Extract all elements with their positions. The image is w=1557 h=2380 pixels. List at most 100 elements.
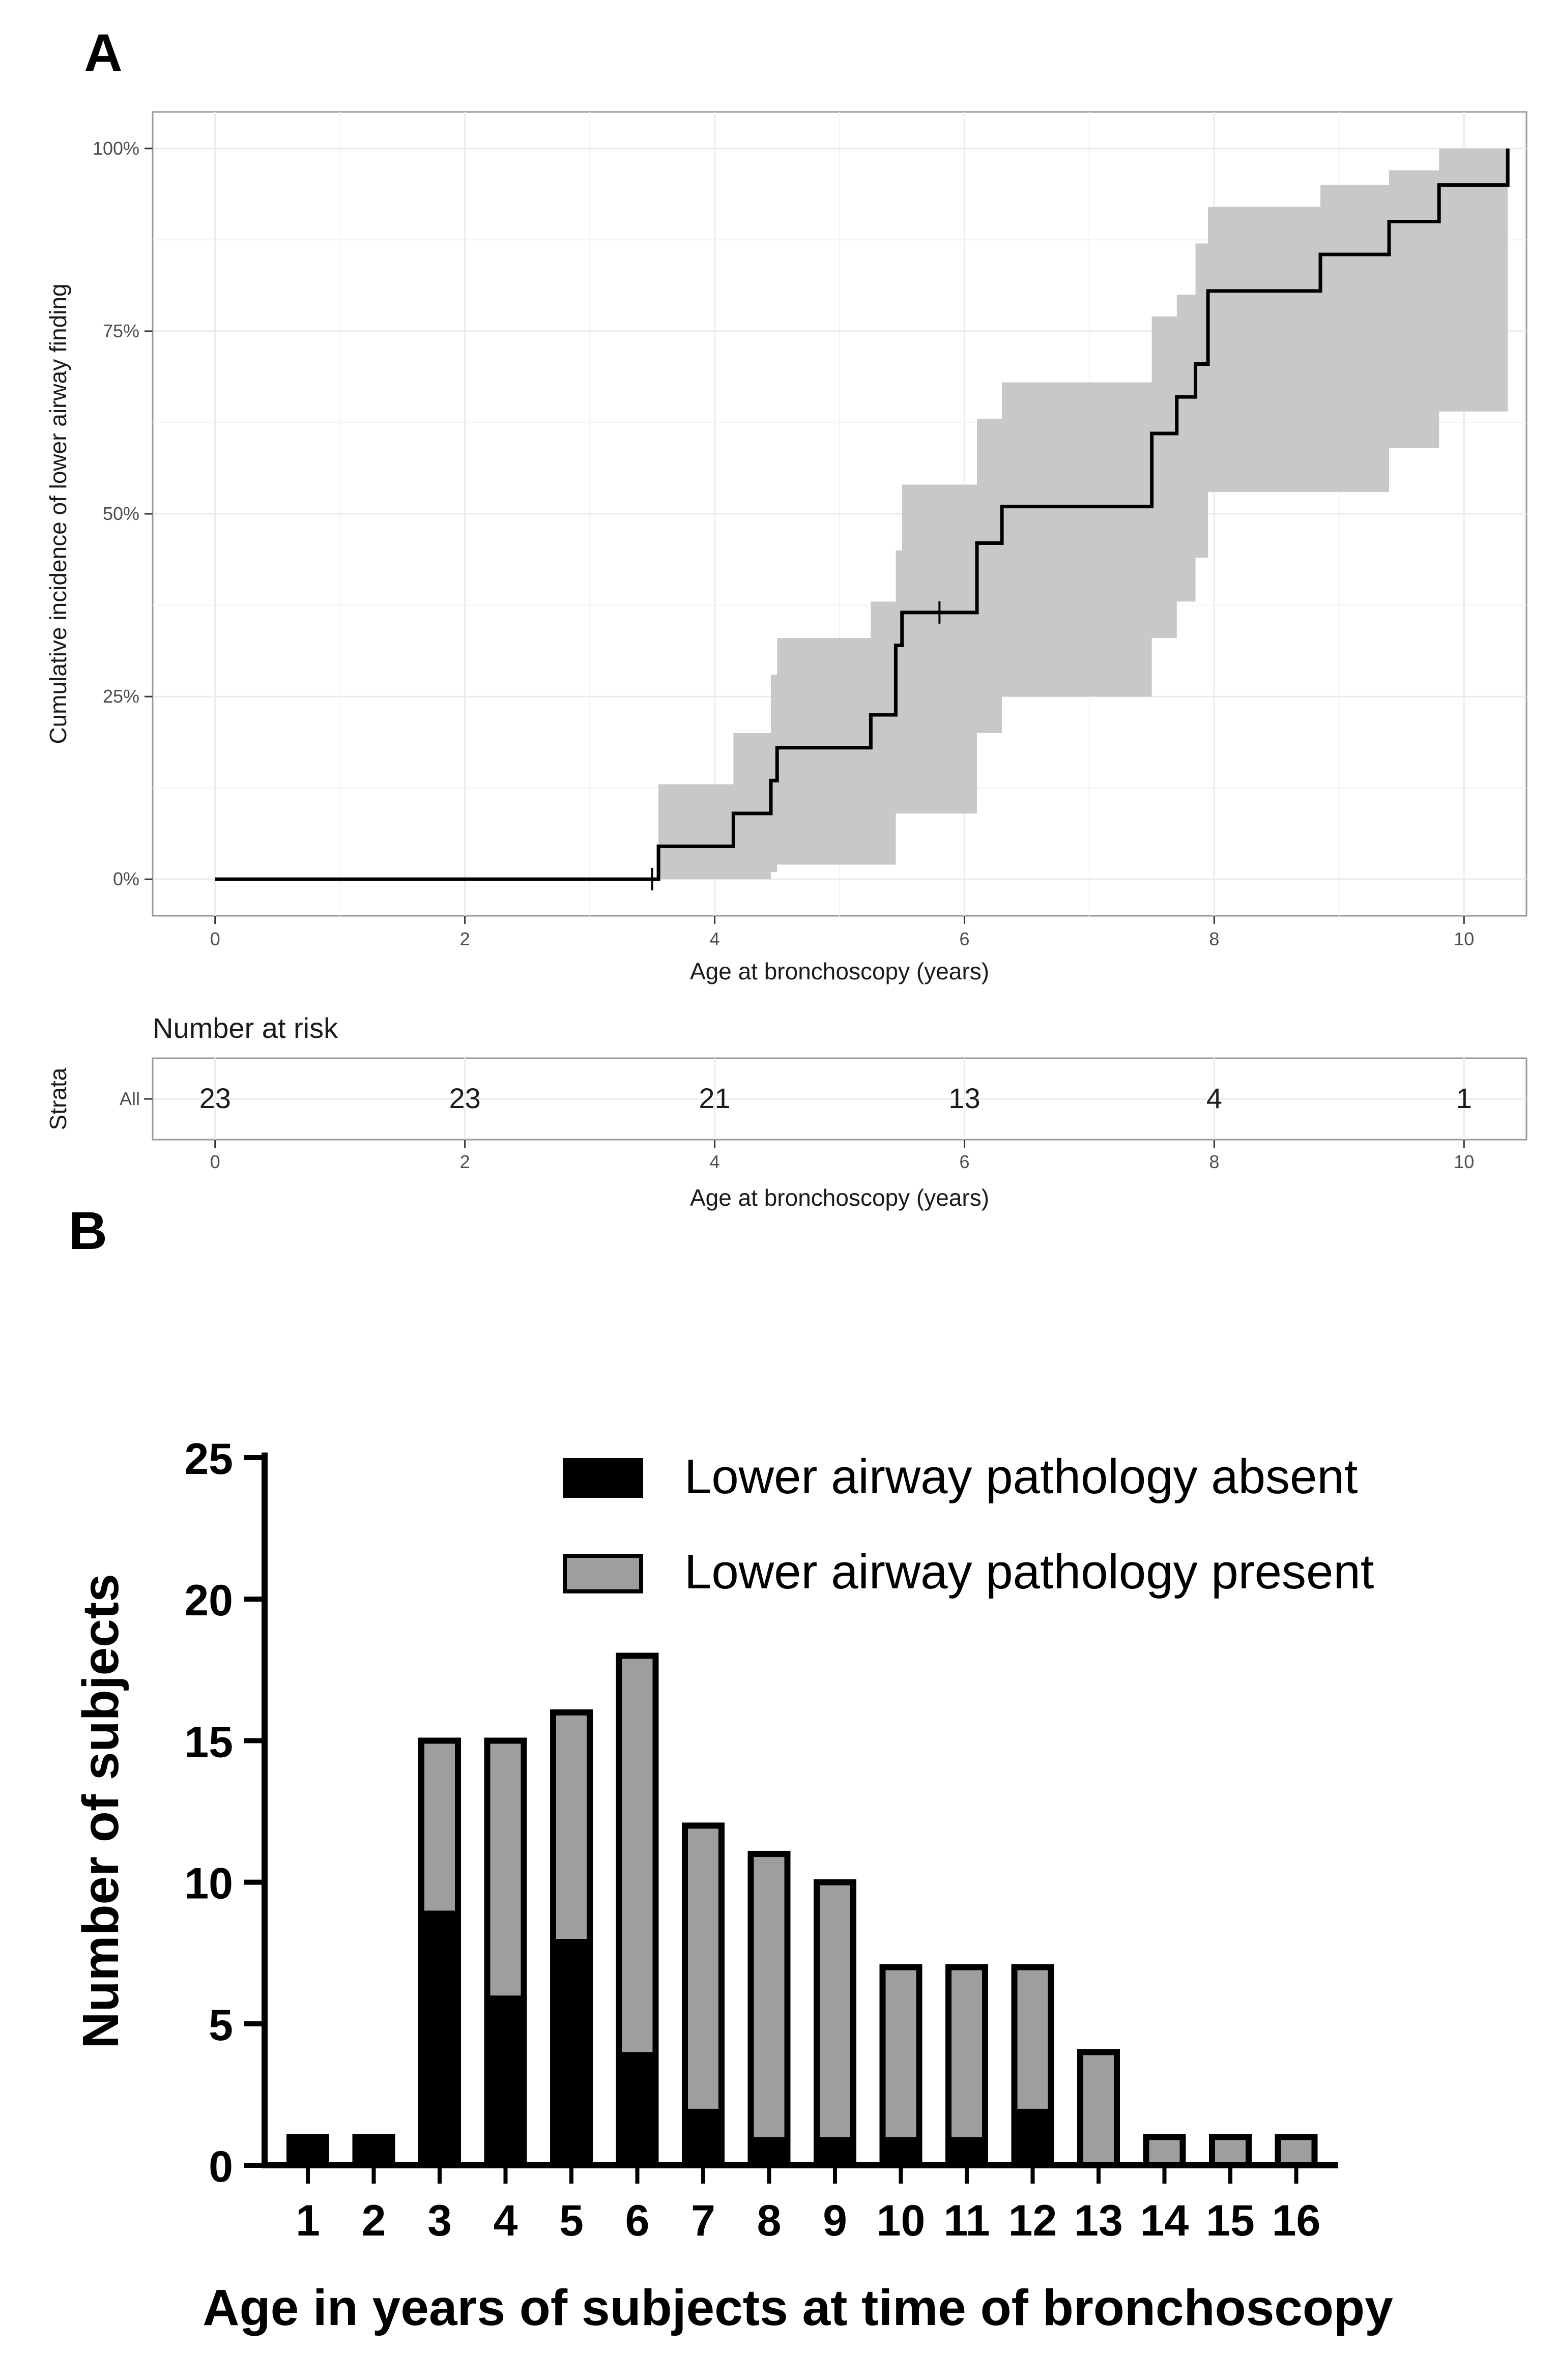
bar-absent — [355, 2137, 392, 2165]
km-censor-marks — [651, 601, 941, 891]
bar-present — [487, 1740, 524, 1996]
bar-x-tick-label: 12 — [1008, 2196, 1057, 2245]
bar-absent — [487, 1995, 524, 2165]
bar-x-tick-label: 7 — [691, 2196, 715, 2245]
bar-absent — [290, 2137, 326, 2165]
bar-x-tick-label: 16 — [1272, 2196, 1321, 2245]
legend-label-absent: Lower airway pathology absent — [684, 1449, 1358, 1504]
risk-value: 1 — [1456, 1082, 1472, 1114]
km-x-tick-label: 2 — [460, 928, 470, 949]
panel-a-label: A — [84, 23, 123, 83]
bar-present — [685, 1825, 722, 2109]
bar-present — [553, 1712, 590, 1939]
risk-x-tick-label: 0 — [210, 1151, 220, 1172]
bar-y-ticks: 0 5 10 15 20 25 — [184, 1435, 265, 2191]
km-step-line — [215, 148, 1510, 881]
bar-x-tick-label: 3 — [427, 2196, 452, 2245]
km-x-tick-label: 6 — [959, 928, 969, 949]
bar-x-ticks: 1 2 3 4 5 6 7 8 9 10 11 12 13 14 15 16 — [296, 2165, 1320, 2245]
km-y-tick-label: 0% — [113, 868, 139, 889]
risk-value: 21 — [699, 1082, 730, 1114]
bar-present — [1146, 2137, 1183, 2165]
risk-table-gridlines — [153, 1058, 1526, 1140]
bar-present — [1080, 2052, 1117, 2165]
bar-present — [421, 1740, 458, 1911]
bar-x-tick-label: 13 — [1074, 2196, 1123, 2245]
bar-y-tick-label: 15 — [184, 1718, 233, 1766]
bar-present — [882, 1967, 919, 2137]
panel-b-label: B — [69, 1201, 107, 1261]
legend-swatch-present — [563, 1554, 643, 1593]
bar-present — [817, 1882, 853, 2137]
bar-absent — [619, 2052, 656, 2165]
km-y-tick-label: 25% — [103, 686, 139, 707]
km-y-axis-label: Cumulative incidence of lower airway fin… — [45, 283, 71, 744]
risk-table-x-axis-label: Age at bronchoscopy (years) — [690, 1184, 989, 1211]
bar-present — [948, 1967, 985, 2137]
bar-absent — [817, 2137, 853, 2165]
km-x-tick-label: 4 — [710, 928, 720, 949]
km-plot: 0% 25% 50% 75% 100% 0 2 4 6 8 10 — [93, 111, 1527, 949]
km-y-ticks: 0% 25% 50% 75% 100% — [93, 138, 153, 889]
risk-value: 13 — [948, 1082, 980, 1114]
bar-legend: Lower airway pathology absent Lower airw… — [563, 1449, 1374, 1599]
bar-x-tick-label: 2 — [362, 2196, 386, 2245]
legend-label-present: Lower airway pathology present — [684, 1545, 1374, 1599]
bar-absent — [948, 2137, 985, 2165]
legend-swatch-absent — [563, 1458, 643, 1498]
km-y-tick-label: 50% — [103, 503, 139, 524]
risk-table-row-label: All — [120, 1088, 140, 1109]
bar-present — [1014, 1967, 1051, 2109]
km-x-tick-label: 0 — [210, 928, 220, 949]
bar-absent — [421, 1910, 458, 2165]
bar-x-tick-label: 4 — [494, 2196, 518, 2245]
risk-table-values: 23 23 21 13 4 1 — [199, 1082, 1472, 1114]
bar-x-tick-label: 10 — [877, 2196, 926, 2245]
km-series-line — [215, 148, 1510, 881]
km-x-ticks: 0 2 4 6 8 10 — [210, 916, 1474, 949]
bar-y-tick-label: 0 — [209, 2142, 233, 2191]
risk-table-x-ticks: 0 2 4 6 8 10 — [210, 1140, 1474, 1172]
bar-absent — [751, 2137, 788, 2165]
bar-x-tick-label: 9 — [823, 2196, 847, 2245]
risk-x-tick-label: 6 — [959, 1151, 969, 1172]
km-x-axis-label: Age at bronchoscopy (years) — [690, 958, 989, 984]
km-y-tick-label: 75% — [103, 321, 139, 341]
bar-absent — [685, 2108, 722, 2165]
bar-y-tick-label: 25 — [184, 1435, 233, 1484]
bar-present — [1278, 2137, 1315, 2165]
bar-x-tick-label: 1 — [296, 2196, 320, 2245]
bar-x-tick-label: 11 — [944, 2196, 990, 2245]
bar-x-tick-label: 14 — [1140, 2196, 1189, 2245]
risk-x-tick-label: 2 — [460, 1151, 470, 1172]
bar-x-tick-label: 6 — [625, 2196, 650, 2245]
km-x-tick-label: 8 — [1209, 928, 1219, 949]
bar-absent — [553, 1938, 590, 2165]
km-band-area — [215, 148, 1508, 880]
bar-x-tick-label: 15 — [1206, 2196, 1255, 2245]
risk-value: 23 — [449, 1082, 480, 1114]
km-confidence-band — [215, 148, 1508, 880]
risk-x-tick-label: 8 — [1209, 1151, 1219, 1172]
bar-present — [619, 1656, 656, 2052]
km-x-tick-label: 10 — [1454, 928, 1474, 949]
bar-y-axis-label: Number of subjects — [72, 1574, 129, 2049]
bar-chart-bars — [286, 1652, 1318, 2169]
bar-absent — [1014, 2108, 1051, 2165]
bar-present — [751, 1853, 788, 2137]
risk-table-title: Number at risk — [153, 1012, 338, 1044]
bar-y-tick-label: 20 — [184, 1576, 233, 1625]
bar-x-axis-label: Age in years of subjects at time of bron… — [203, 2279, 1393, 2336]
km-y-tick-label: 100% — [93, 138, 139, 159]
risk-table-strata-label: Strata — [45, 1067, 71, 1130]
risk-value: 23 — [199, 1082, 231, 1114]
bar-present — [1212, 2137, 1249, 2165]
bar-absent — [882, 2137, 919, 2165]
risk-x-tick-label: 4 — [710, 1151, 720, 1172]
bar-y-tick-label: 10 — [184, 1860, 233, 1908]
bar-x-tick-label: 8 — [757, 2196, 782, 2245]
risk-value: 4 — [1206, 1082, 1222, 1114]
bar-x-tick-label: 5 — [559, 2196, 584, 2245]
